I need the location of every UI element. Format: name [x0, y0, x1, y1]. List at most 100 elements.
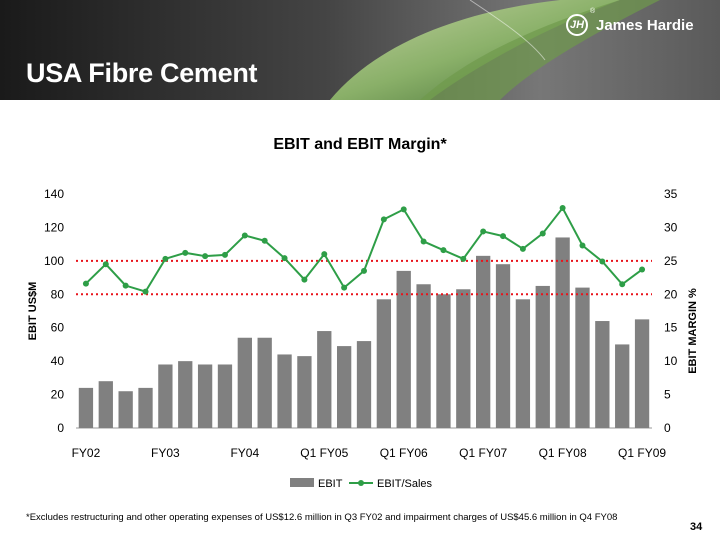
point-ebit-sales: [341, 284, 348, 291]
slide-title: USA Fibre Cement: [26, 58, 258, 88]
y2-tick-label: 5: [664, 388, 671, 402]
footnote: *Excludes restructuring and other operat…: [26, 512, 618, 523]
point-ebit-sales: [380, 216, 387, 223]
company-logo: JH James Hardie: [566, 12, 694, 38]
bar-ebit: [436, 294, 451, 428]
chart-title: EBIT and EBIT Margin*: [273, 136, 447, 153]
x-tick-label: Q1 FY08: [539, 446, 587, 460]
y-tick-label: 0: [57, 421, 64, 435]
x-tick-label: Q1 FY05: [300, 446, 348, 460]
bar-ebit: [476, 255, 491, 428]
bar-ebit: [197, 364, 213, 428]
x-tick-label: Q1 FY06: [380, 446, 428, 460]
logo-text: James Hardie: [596, 16, 694, 34]
page-number: 34: [690, 521, 703, 533]
y-tick-label: 140: [44, 187, 64, 201]
x-tick-label: FY04: [230, 446, 259, 460]
x-tick-label: Q1 FY07: [459, 446, 507, 460]
ebit-chart: 0 20 40 60 80 100 120 140 0 5 10 15 20 25 30 35 EBIT US$…: [27, 187, 699, 490]
bar-ebit: [257, 337, 272, 428]
point-ebit-sales: [281, 255, 288, 262]
bar-ebit: [138, 387, 153, 428]
header-banner: USA Fibre Cement JH James Hardie ®: [0, 0, 720, 100]
y2-tick-label: 30: [664, 220, 678, 234]
legend-label-ebit: EBIT: [318, 478, 343, 490]
y2-tick-label: 10: [664, 354, 678, 368]
bar-ebit: [595, 321, 610, 428]
point-ebit-sales: [639, 266, 646, 273]
y2-tick-label: 25: [664, 254, 678, 268]
point-ebit-sales: [221, 251, 228, 258]
point-ebit-sales: [460, 255, 467, 262]
bar-ebit: [317, 331, 332, 428]
y-axis-title: EBIT US$M: [27, 282, 39, 341]
point-ebit-sales: [361, 267, 367, 274]
point-ebit-sales: [142, 288, 149, 295]
bar-ebit: [178, 361, 193, 428]
bar-ebit: [237, 337, 252, 428]
logo-mark-icon: JH: [566, 14, 588, 36]
bar-ebit: [555, 237, 570, 428]
y2-tick-label: 15: [664, 321, 678, 335]
point-ebit-sales: [579, 242, 586, 249]
y-tick-label: 40: [51, 354, 65, 368]
y2-tick-label: 20: [664, 287, 678, 301]
bar-ebit: [356, 341, 372, 428]
y2-tick-label: 0: [664, 421, 671, 435]
bar-ebit: [515, 299, 531, 428]
bar-ebit: [78, 387, 94, 428]
bar-ebit: [535, 285, 550, 428]
point-ebit-sales: [559, 205, 566, 212]
point-ebit-sales: [539, 230, 546, 237]
point-ebit-sales: [400, 206, 407, 213]
bar-ebit: [396, 270, 411, 428]
bar-ebit: [336, 346, 352, 428]
point-ebit-sales: [301, 276, 308, 283]
y-tick-label: 120: [44, 220, 64, 234]
bar-ebit: [495, 264, 511, 428]
x-tick-label: FY02: [72, 446, 101, 460]
point-ebit-sales: [241, 232, 248, 239]
point-ebit-sales: [261, 237, 268, 244]
point-ebit-sales: [321, 251, 328, 258]
leaf-graphic: [330, 0, 620, 100]
bar-ebit: [376, 299, 392, 428]
legend-label-ebit-sales: EBIT/Sales: [377, 478, 433, 490]
point-ebit-sales: [599, 258, 606, 265]
bar-ebit: [98, 381, 113, 428]
header-background: [0, 0, 720, 100]
bar-ebit: [217, 364, 233, 428]
bar-ebit: [456, 289, 471, 428]
y-tick-label: 100: [44, 254, 64, 268]
bar-ebit: [277, 354, 292, 428]
bar-ebit: [575, 287, 590, 428]
y2-axis-title: EBIT MARGIN %: [687, 288, 699, 374]
point-ebit-sales: [162, 255, 169, 262]
bar-ebit: [158, 364, 173, 428]
point-ebit-sales: [500, 233, 507, 240]
bar-ebit: [615, 344, 630, 428]
point-ebit-sales: [122, 282, 129, 289]
point-ebit-sales: [420, 238, 427, 245]
y-tick-label: 60: [51, 321, 65, 335]
x-tick-label: FY03: [151, 446, 180, 460]
registered-mark: ®: [590, 8, 596, 15]
point-ebit-sales: [102, 261, 109, 268]
legend-marker-ebit-sales: [358, 480, 364, 486]
point-ebit-sales: [82, 280, 89, 287]
y-tick-label: 80: [51, 287, 65, 301]
point-ebit-sales: [440, 247, 447, 254]
bar-ebit: [634, 319, 650, 428]
point-ebit-sales: [182, 249, 189, 256]
legend-swatch-ebit: [290, 478, 314, 487]
point-ebit-sales: [519, 245, 526, 252]
bar-ebit: [416, 284, 431, 428]
x-tick-label: Q1 FY09: [618, 446, 666, 460]
point-ebit-sales: [619, 281, 626, 288]
y2-tick-label: 35: [664, 187, 678, 201]
y-tick-label: 20: [51, 388, 65, 402]
bar-ebit: [118, 391, 133, 428]
bar-ebit: [297, 356, 312, 428]
point-ebit-sales: [480, 228, 487, 235]
point-ebit-sales: [202, 253, 209, 260]
